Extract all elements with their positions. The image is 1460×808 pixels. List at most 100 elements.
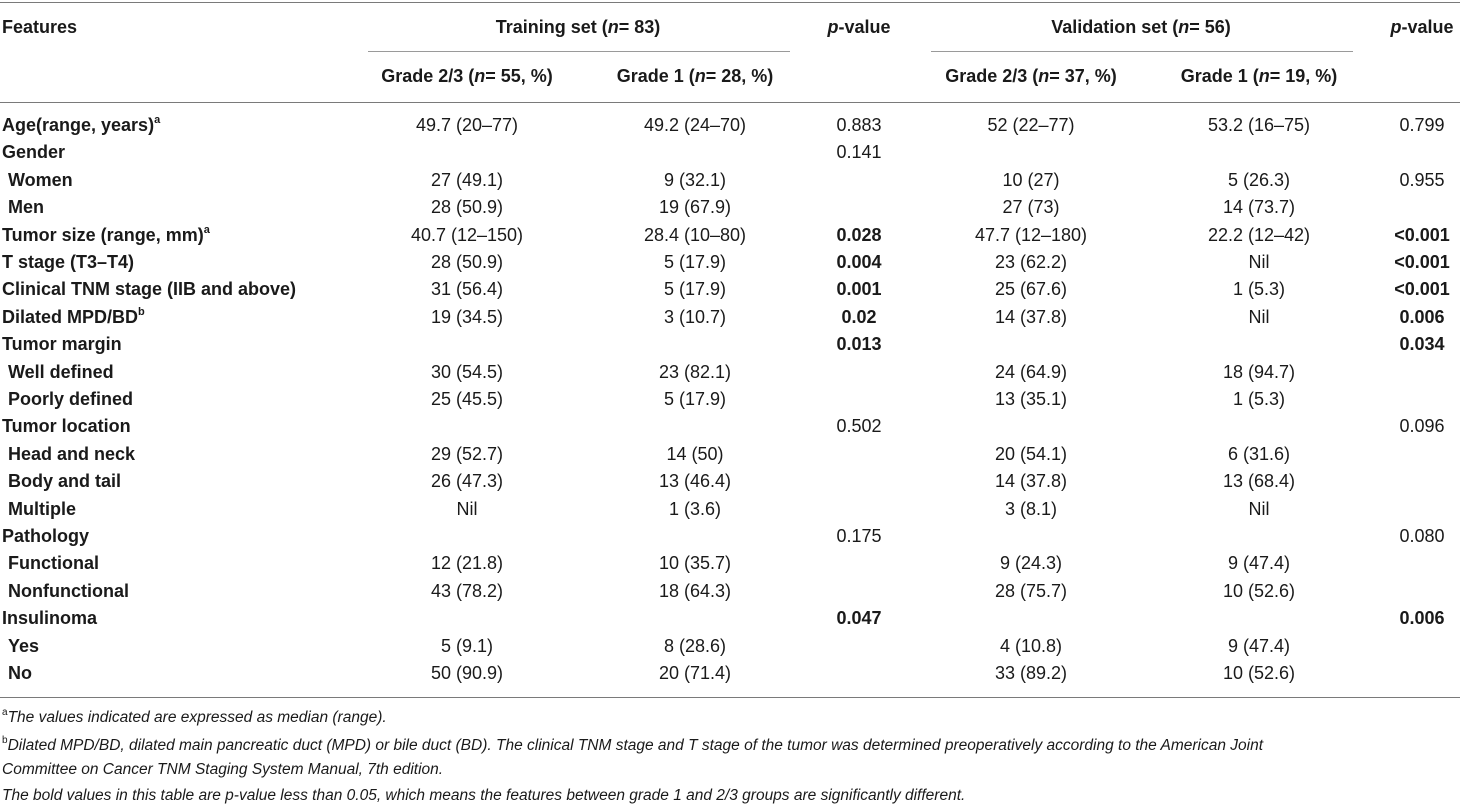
- footnote-a: aThe values indicated are expressed as m…: [2, 706, 387, 726]
- feature-label: Pathology: [2, 526, 90, 546]
- table-row: Dilated MPD/BDb 19 (34.5) 3 (10.7) 0.02 14 (…: [0, 306, 1460, 333]
- cell-v23: 14 (37.8): [994, 307, 1068, 327]
- validation-spanner-rule: [931, 51, 1353, 52]
- cell-tp: 0.028: [836, 225, 882, 245]
- cell-vp: 0.034: [1399, 334, 1445, 354]
- cell-v1: 14 (73.7): [1222, 197, 1296, 217]
- feature-label: Nonfunctional: [8, 581, 129, 601]
- feature-label: Men: [8, 197, 44, 217]
- footnote-b-line2: Committee on Cancer TNM Staging System M…: [2, 761, 444, 778]
- header-validation-p-value: p-value: [1390, 17, 1454, 37]
- cell-t23: 28 (50.9): [430, 252, 504, 272]
- cell-v23: 10 (27): [1002, 170, 1060, 190]
- cell-v1: 6 (31.6): [1227, 444, 1291, 464]
- table-row: Tumor location 0.502 0.096: [0, 415, 1460, 442]
- cell-v23: 25 (67.6): [994, 279, 1068, 299]
- cell-t1: 1 (3.6): [668, 499, 722, 519]
- table-row: Age(range, years)a 49.7 (20–77) 49.2 (24–7…: [0, 114, 1460, 141]
- table-bottom-rule: [0, 697, 1460, 698]
- feature-label: Head and neck: [8, 444, 136, 464]
- cell-v1: 22.2 (12–42): [1207, 225, 1311, 245]
- cell-v23: 24 (64.9): [994, 362, 1068, 382]
- feature-label: No: [8, 663, 32, 683]
- table-row: Head and neck 29 (52.7) 14 (50) 20 (54.1) 6 …: [0, 443, 1460, 470]
- cell-t23: 26 (47.3): [430, 471, 504, 491]
- cell-t1: 5 (17.9): [663, 279, 727, 299]
- cell-v1: 10 (52.6): [1222, 581, 1296, 601]
- table-top-rule: [0, 2, 1460, 3]
- table-row: Multiple Nil 1 (3.6) 3 (8.1) Nil: [0, 498, 1460, 525]
- cell-v23: 33 (89.2): [994, 663, 1068, 683]
- cell-tp: 0.001: [836, 279, 882, 299]
- table-header-rule: [0, 102, 1460, 103]
- cell-v1: Nil: [1248, 252, 1270, 272]
- cell-t23: 31 (56.4): [430, 279, 504, 299]
- feature-label: Body and tail: [8, 471, 122, 491]
- cell-t23: 49.7 (20–77): [415, 115, 519, 135]
- table-row: Poorly defined 25 (45.5) 5 (17.9) 13 (35.1)…: [0, 388, 1460, 415]
- cell-t1: 20 (71.4): [658, 663, 732, 683]
- cell-v1: 1 (5.3): [1232, 279, 1286, 299]
- feature-label: Clinical TNM stage (IIB and above): [2, 279, 297, 299]
- cell-t1: 10 (35.7): [658, 553, 732, 573]
- table-row: Insulinoma 0.047 0.006: [0, 607, 1460, 634]
- cell-t23: 27 (49.1): [430, 170, 504, 190]
- cell-t23: 43 (78.2): [430, 581, 504, 601]
- cell-vp: 0.006: [1399, 307, 1445, 327]
- table-row: T stage (T3–T4) 28 (50.9) 5 (17.9) 0.004 23 …: [0, 251, 1460, 278]
- cell-v1: Nil: [1248, 307, 1270, 327]
- table-row: Clinical TNM stage (IIB and above) 31 (56…: [0, 278, 1460, 305]
- cell-t1: 8 (28.6): [663, 636, 727, 656]
- cell-t23: 50 (90.9): [430, 663, 504, 683]
- header-train-grade23: Grade 2/3 (n= 55, %): [381, 66, 553, 86]
- cell-tp: 0.883: [836, 115, 882, 135]
- cell-tp: 0.02: [841, 307, 877, 327]
- cell-v23: 4 (10.8): [999, 636, 1063, 656]
- cell-vp: 0.096: [1399, 416, 1445, 436]
- footnote-b-line1: bDilated MPD/BD, dilated main pancreatic…: [2, 734, 1264, 754]
- cell-t23: 5 (9.1): [440, 636, 494, 656]
- cell-vp: 0.799: [1399, 115, 1445, 135]
- footnote-marker: a: [154, 114, 161, 126]
- cell-v1: 9 (47.4): [1227, 636, 1291, 656]
- header-train-grade1: Grade 1 (n= 28, %): [616, 66, 774, 86]
- cell-v1: 9 (47.4): [1227, 553, 1291, 573]
- feature-label: Gender: [2, 142, 66, 162]
- training-spanner-rule: [368, 51, 790, 52]
- cell-vp: <0.001: [1394, 279, 1450, 299]
- feature-label: Functional: [8, 553, 99, 573]
- cell-tp: 0.141: [836, 142, 882, 162]
- header-training-set: Training set (n= 83): [495, 17, 661, 37]
- feature-label: Yes: [8, 636, 40, 656]
- cell-vp: 0.006: [1399, 608, 1445, 628]
- cell-v1: Nil: [1248, 499, 1270, 519]
- cell-v23: 9 (24.3): [999, 553, 1063, 573]
- feature-label: Multiple: [8, 499, 76, 519]
- feature-label: Tumor location: [2, 416, 131, 436]
- table-row: Functional 12 (21.8) 10 (35.7) 9 (24.3) 9 (4…: [0, 552, 1460, 579]
- cell-t23: 25 (45.5): [430, 389, 504, 409]
- header-features: Features: [2, 17, 78, 37]
- cell-t1: 23 (82.1): [658, 362, 732, 382]
- cell-t1: 9 (32.1): [663, 170, 727, 190]
- footnote-marker: b: [138, 306, 145, 318]
- table-row: Pathology 0.175 0.080: [0, 525, 1460, 552]
- cell-t1: 49.2 (24–70): [643, 115, 747, 135]
- footnote-bold-note: The bold values in this table are p-valu…: [2, 787, 966, 804]
- table-row: Gender 0.141: [0, 141, 1460, 168]
- cell-tp: 0.175: [836, 526, 882, 546]
- footnote-marker: a: [203, 224, 210, 236]
- header-validation-set: Validation set (n= 56): [1051, 17, 1231, 37]
- cell-v23: 52 (22–77): [987, 115, 1075, 135]
- cell-tp: 0.004: [836, 252, 882, 272]
- cell-tp: 0.502: [836, 416, 882, 436]
- header-val-grade1: Grade 1 (n= 19, %): [1180, 66, 1338, 86]
- cell-v1: 5 (26.3): [1227, 170, 1291, 190]
- cell-t1: 13 (46.4): [658, 471, 732, 491]
- cell-t1: 5 (17.9): [663, 389, 727, 409]
- header-training-p-value: p-value: [827, 17, 891, 37]
- cell-vp: <0.001: [1394, 225, 1450, 245]
- feature-label: T stage (T3–T4): [2, 252, 135, 272]
- cell-v23: 20 (54.1): [994, 444, 1068, 464]
- cell-v23: 28 (75.7): [994, 581, 1068, 601]
